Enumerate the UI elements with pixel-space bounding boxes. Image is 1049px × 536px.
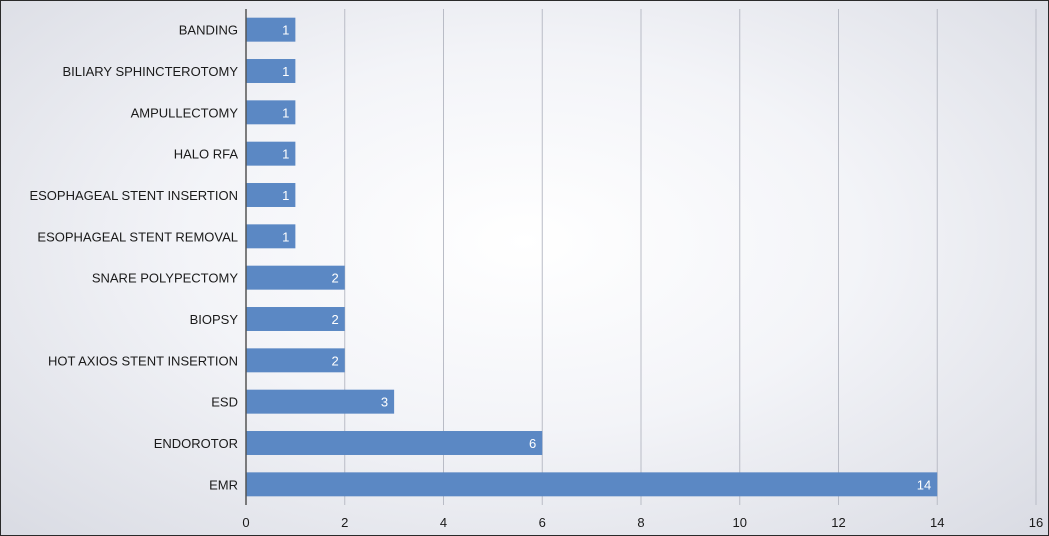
bar-esophageal-stent-removal <box>246 224 296 249</box>
x-tick-label: 4 <box>440 515 447 530</box>
category-label: SNARE POLYPECTOMY <box>92 271 238 286</box>
bar-banding <box>246 17 296 42</box>
category-label: ESOPHAGEAL STENT INSERTION <box>29 188 238 203</box>
data-label: 1 <box>282 64 289 79</box>
bar-esophageal-stent-insertion <box>246 183 296 207</box>
bar-halo-rfa <box>246 141 296 166</box>
bar-biliary-sphincterotomy <box>246 59 296 83</box>
bar-ampullectomy <box>246 100 296 125</box>
bar-snare-polypectomy <box>246 265 345 290</box>
data-label: 1 <box>282 105 289 120</box>
x-tick-label: 14 <box>930 515 944 530</box>
category-label: ESD <box>211 395 238 410</box>
x-tick-label: 2 <box>341 515 348 530</box>
grid-lines <box>344 9 1037 505</box>
category-label: AMPULLECTOMY <box>131 105 239 120</box>
category-label: BIOPSY <box>190 312 239 327</box>
x-tick-label: 8 <box>637 515 644 530</box>
data-label: 1 <box>282 23 289 38</box>
category-label: HOT AXIOS STENT INSERTION <box>48 353 238 368</box>
bars <box>246 17 938 497</box>
category-label: BANDING <box>179 23 238 38</box>
x-tick-label: 10 <box>733 515 747 530</box>
x-tick-label: 16 <box>1029 515 1043 530</box>
bar-biopsy <box>246 307 345 331</box>
data-label: 2 <box>332 353 339 368</box>
data-label: 1 <box>282 229 289 244</box>
x-tick-label: 6 <box>539 515 546 530</box>
data-label: 1 <box>282 188 289 203</box>
data-label: 2 <box>332 271 339 286</box>
bar-emr <box>246 472 938 497</box>
x-tick-label: 0 <box>242 515 249 530</box>
bar-endorotor <box>246 431 543 455</box>
bar-hot-axios-stent-insertion <box>246 348 345 373</box>
category-label: ENDOROTOR <box>154 436 238 451</box>
category-label: HALO RFA <box>174 147 239 162</box>
data-label: 2 <box>332 312 339 327</box>
data-label: 6 <box>529 436 536 451</box>
category-label: BILIARY SPHINCTEROTOMY <box>62 64 238 79</box>
data-label: 1 <box>282 147 289 162</box>
data-label: 3 <box>381 395 388 410</box>
category-label: EMR <box>209 477 238 492</box>
x-tick-label: 12 <box>831 515 845 530</box>
bar-esd <box>246 389 395 414</box>
data-label: 14 <box>917 477 931 492</box>
category-label: ESOPHAGEAL STENT REMOVAL <box>37 229 238 244</box>
